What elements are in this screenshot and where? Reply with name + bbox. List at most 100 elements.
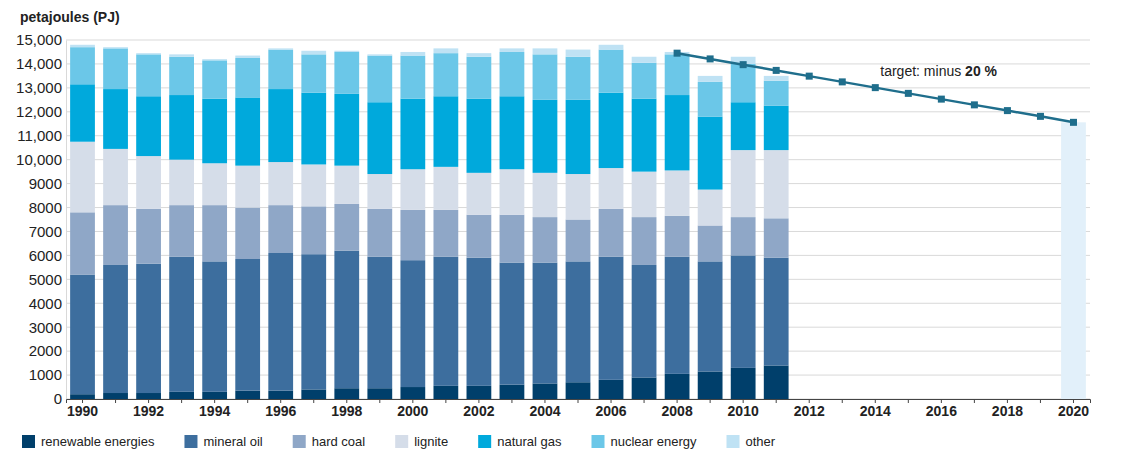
x-tick-mark xyxy=(842,399,843,403)
x-tick-mark xyxy=(445,399,446,403)
x-tick: 2014 xyxy=(860,399,891,419)
x-tick-label: 2010 xyxy=(728,403,759,419)
bar xyxy=(433,53,458,96)
bar xyxy=(136,393,161,399)
legend-item: renewable energies xyxy=(22,434,155,449)
x-tick xyxy=(511,399,512,403)
x-tick-label: 1994 xyxy=(199,403,230,419)
bar xyxy=(533,100,558,173)
marker xyxy=(1004,107,1011,114)
legend-item: mineral oil xyxy=(184,434,262,449)
bar xyxy=(764,150,789,218)
y-tick: 14,000 xyxy=(16,55,66,72)
bar xyxy=(103,89,128,149)
bar xyxy=(698,261,723,371)
bar xyxy=(731,102,756,150)
marker xyxy=(707,55,714,62)
bar xyxy=(566,57,591,100)
bar xyxy=(136,209,161,264)
legend: renewable energiesmineral oilhard coalli… xyxy=(22,434,776,449)
bar xyxy=(665,95,690,170)
bar xyxy=(764,81,789,106)
bar xyxy=(334,251,359,389)
bar xyxy=(334,94,359,166)
bar xyxy=(202,59,227,60)
marker xyxy=(905,90,912,97)
x-tick-label: 2002 xyxy=(463,403,494,419)
bar xyxy=(665,257,690,374)
x-tick: 2016 xyxy=(926,399,957,419)
bar xyxy=(268,253,293,391)
bar xyxy=(136,264,161,393)
x-tick: 1994 xyxy=(199,399,230,419)
x-tick-mark xyxy=(379,399,380,403)
bar xyxy=(698,225,723,261)
x-tick xyxy=(974,399,975,403)
y-tick-label: 7000 xyxy=(29,223,62,240)
bar xyxy=(334,388,359,399)
bar xyxy=(467,258,492,386)
bar xyxy=(632,377,657,399)
y-tick: 4000 xyxy=(29,295,66,312)
bar xyxy=(566,261,591,382)
y-tick-label: 8000 xyxy=(29,199,62,216)
legend-item: lignite xyxy=(395,434,448,449)
bar xyxy=(599,168,624,209)
bar xyxy=(235,259,260,391)
y-tick: 7000 xyxy=(29,223,66,240)
legend-label: renewable energies xyxy=(41,434,155,449)
bar xyxy=(500,263,525,385)
x-tick: 2008 xyxy=(662,399,693,419)
bar xyxy=(400,99,425,170)
bar xyxy=(169,205,194,256)
y-tick-label: 15,000 xyxy=(16,31,62,48)
legend-swatch xyxy=(478,435,491,448)
bar xyxy=(698,82,723,117)
bar xyxy=(467,53,492,57)
bar xyxy=(731,217,756,255)
bar xyxy=(467,386,492,399)
marker xyxy=(806,73,813,80)
x-tick-label: 2016 xyxy=(926,403,957,419)
bar xyxy=(70,45,95,47)
bar xyxy=(599,93,624,168)
bar xyxy=(400,260,425,387)
y-tick-label: 6000 xyxy=(29,247,62,264)
x-tick-mark xyxy=(181,399,182,403)
y-tick: 6000 xyxy=(29,247,66,264)
bar xyxy=(665,54,690,95)
x-tick-mark xyxy=(776,399,777,403)
bar xyxy=(731,150,756,217)
bar xyxy=(433,386,458,399)
bar xyxy=(599,380,624,399)
bar xyxy=(500,96,525,169)
bar xyxy=(136,156,161,209)
bar xyxy=(400,387,425,399)
y-tick-label: 4000 xyxy=(29,295,62,312)
grid xyxy=(66,40,1090,399)
legend-swatch xyxy=(395,435,408,448)
x-tick: 2004 xyxy=(529,399,560,419)
legend-label: mineral oil xyxy=(203,434,262,449)
bar xyxy=(235,58,260,97)
bar xyxy=(599,209,624,257)
bar xyxy=(566,174,591,219)
x-tick xyxy=(842,399,843,403)
bar xyxy=(533,263,558,384)
bar xyxy=(334,204,359,251)
bar xyxy=(433,257,458,386)
x-tick xyxy=(908,399,909,403)
bar xyxy=(698,76,723,82)
bar xyxy=(334,52,359,94)
bar xyxy=(467,173,492,215)
y-tick-label: 1000 xyxy=(29,366,62,383)
x-tick-mark xyxy=(1040,399,1041,403)
bar xyxy=(764,76,789,81)
bar xyxy=(301,206,326,254)
bar xyxy=(202,205,227,261)
legend-item: other xyxy=(727,434,776,449)
x-tick xyxy=(578,399,579,403)
y-tick: 0 xyxy=(54,390,66,407)
bar xyxy=(533,383,558,399)
bar xyxy=(467,57,492,99)
